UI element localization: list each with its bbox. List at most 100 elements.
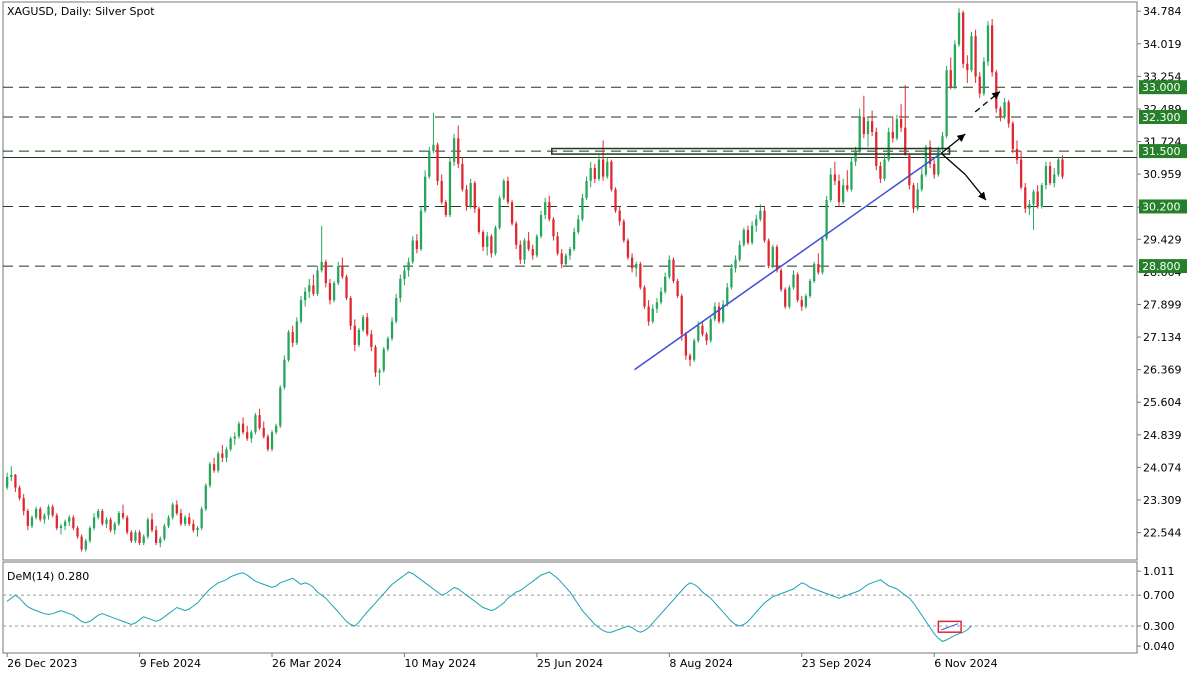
candle-body bbox=[134, 532, 137, 541]
candle-body bbox=[461, 163, 464, 190]
price-plot-frame bbox=[2, 1, 1138, 561]
candle-body bbox=[432, 144, 435, 152]
candle-body bbox=[444, 202, 447, 215]
candle-body bbox=[121, 513, 125, 518]
x-tick-label: 10 May 2024 bbox=[404, 657, 476, 670]
price-tick-label: 26.369 bbox=[1143, 364, 1182, 377]
candle-body bbox=[506, 180, 510, 203]
candle-body bbox=[353, 325, 356, 345]
price-pane[interactable]: 34.78434.01933.25432.48931.72430.95930.1… bbox=[2, 1, 1187, 561]
price-tick-label: 27.134 bbox=[1143, 331, 1182, 344]
candle-body bbox=[283, 359, 286, 388]
candle-body bbox=[63, 521, 67, 526]
candle-body bbox=[763, 210, 766, 241]
candle-body bbox=[945, 70, 948, 137]
candle-body bbox=[792, 274, 795, 288]
candle-body bbox=[560, 253, 563, 264]
candle-body bbox=[370, 334, 373, 348]
candle-body bbox=[498, 197, 501, 228]
candle-body bbox=[804, 295, 808, 307]
candle-body bbox=[622, 221, 625, 241]
candle-body bbox=[821, 238, 824, 273]
candle-body bbox=[982, 61, 986, 94]
candle-body bbox=[39, 508, 42, 520]
candle-body bbox=[225, 449, 228, 458]
candle-body bbox=[407, 261, 410, 271]
dem-tick-label: 0.040 bbox=[1143, 640, 1175, 653]
candle-body bbox=[1019, 159, 1023, 188]
candle-body bbox=[850, 161, 853, 190]
candle-body bbox=[866, 121, 870, 135]
candle-body bbox=[585, 180, 588, 198]
price-tick-label: 24.074 bbox=[1143, 461, 1182, 474]
candle-body bbox=[539, 214, 543, 237]
candle-body bbox=[345, 276, 348, 299]
candle-body bbox=[676, 281, 679, 296]
resistance-zone-box bbox=[551, 147, 951, 155]
candle-body bbox=[415, 240, 419, 250]
candle-body bbox=[701, 325, 704, 335]
candle-body bbox=[275, 425, 278, 433]
candle-body bbox=[1053, 174, 1056, 184]
candle-body bbox=[705, 334, 708, 341]
candle-body bbox=[320, 261, 323, 271]
candle-body bbox=[366, 317, 369, 335]
candle-body bbox=[502, 180, 505, 198]
candle-body bbox=[117, 513, 121, 524]
chart-title: XAGUSD, Daily: Silver Spot bbox=[7, 5, 155, 18]
candle-body bbox=[217, 453, 220, 471]
candle-body bbox=[986, 25, 990, 62]
candle-body bbox=[59, 525, 63, 529]
dem-pane[interactable]: 1.011 0.700 0.300 0.040 bbox=[2, 561, 1175, 654]
candle-body bbox=[477, 208, 481, 233]
dem-highlight-box bbox=[937, 620, 962, 633]
candle-body bbox=[630, 257, 634, 269]
candle-body bbox=[895, 119, 899, 139]
candle-body bbox=[208, 464, 212, 486]
candle-body bbox=[332, 283, 336, 301]
candle-body bbox=[163, 525, 166, 539]
candle-body bbox=[382, 349, 385, 371]
candle-body bbox=[771, 246, 774, 267]
candle-body bbox=[457, 138, 460, 164]
candle-body bbox=[113, 523, 116, 531]
candle-body bbox=[991, 25, 994, 73]
candle-body bbox=[1057, 159, 1060, 175]
candle-body bbox=[519, 244, 522, 260]
price-tick-label: 29.429 bbox=[1143, 233, 1182, 246]
candle-body bbox=[904, 127, 907, 156]
candle-body bbox=[531, 249, 534, 256]
candle-body bbox=[721, 304, 725, 322]
candle-body bbox=[523, 240, 526, 260]
candle-body bbox=[1007, 102, 1010, 124]
candle-body bbox=[428, 151, 431, 177]
candle-body bbox=[879, 165, 882, 179]
candle-body bbox=[734, 259, 737, 269]
candle-body bbox=[618, 210, 621, 222]
level-price-tag bbox=[1139, 199, 1187, 214]
candle-body bbox=[858, 117, 861, 152]
candle-body bbox=[308, 285, 311, 292]
candle-body bbox=[928, 146, 932, 164]
scenario-arrow bbox=[964, 174, 987, 201]
candle-body bbox=[1028, 204, 1031, 209]
candle-body bbox=[101, 511, 104, 524]
candle-body bbox=[179, 513, 183, 524]
candle-body bbox=[908, 155, 911, 186]
candle-body bbox=[192, 523, 195, 531]
candle-body bbox=[833, 174, 837, 181]
price-tick-label: 25.604 bbox=[1143, 396, 1182, 409]
candle-body bbox=[312, 285, 315, 294]
candle-body bbox=[870, 121, 874, 132]
candle-body bbox=[974, 36, 977, 77]
scenario-arrow bbox=[940, 133, 966, 154]
candle-body bbox=[175, 504, 178, 514]
candle-body bbox=[829, 174, 832, 201]
candle-body bbox=[788, 287, 791, 307]
candle-body bbox=[949, 70, 952, 88]
price-tick-label: 34.784 bbox=[1143, 5, 1182, 18]
candle-body bbox=[84, 540, 87, 550]
candle-body bbox=[891, 131, 894, 139]
